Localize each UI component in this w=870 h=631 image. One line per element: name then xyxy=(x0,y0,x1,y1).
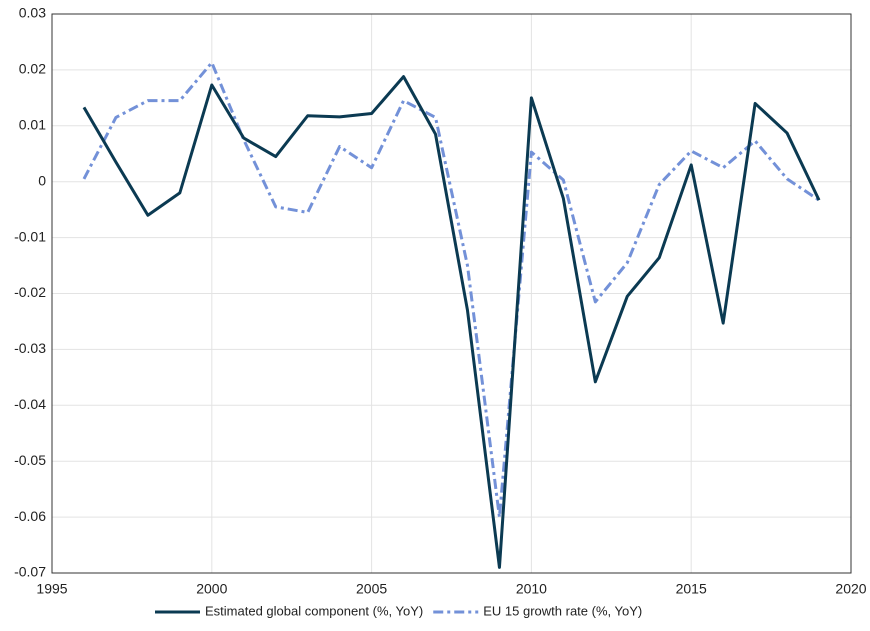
y-tick-label: -0.02 xyxy=(14,284,46,300)
x-tick-label: 2005 xyxy=(356,581,387,597)
legend-label: Estimated global component (%, YoY) xyxy=(205,603,423,618)
plot-frame xyxy=(51,13,852,574)
y-tick-label: 0.03 xyxy=(19,5,46,21)
x-tick-label: 1995 xyxy=(36,581,67,597)
legend-label: EU 15 growth rate (%, YoY) xyxy=(483,603,642,618)
x-tick-label: 2020 xyxy=(835,581,866,597)
y-tick-label: -0.06 xyxy=(14,508,46,524)
x-tick-label: 2010 xyxy=(516,581,547,597)
x-tick-label: 2015 xyxy=(676,581,707,597)
x-tick-label: 2000 xyxy=(196,581,227,597)
series-line xyxy=(82,75,821,569)
y-tick-label: -0.04 xyxy=(14,396,46,412)
y-tick-label: -0.05 xyxy=(14,452,46,468)
y-tick-label: -0.01 xyxy=(14,228,46,244)
y-tick-label: 0 xyxy=(38,172,46,188)
series-line xyxy=(82,61,820,519)
y-tick-label: -0.07 xyxy=(14,564,46,580)
y-tick-label: -0.03 xyxy=(14,340,46,356)
y-tick-label: 0.02 xyxy=(19,61,46,77)
y-tick-label: 0.01 xyxy=(19,117,46,133)
